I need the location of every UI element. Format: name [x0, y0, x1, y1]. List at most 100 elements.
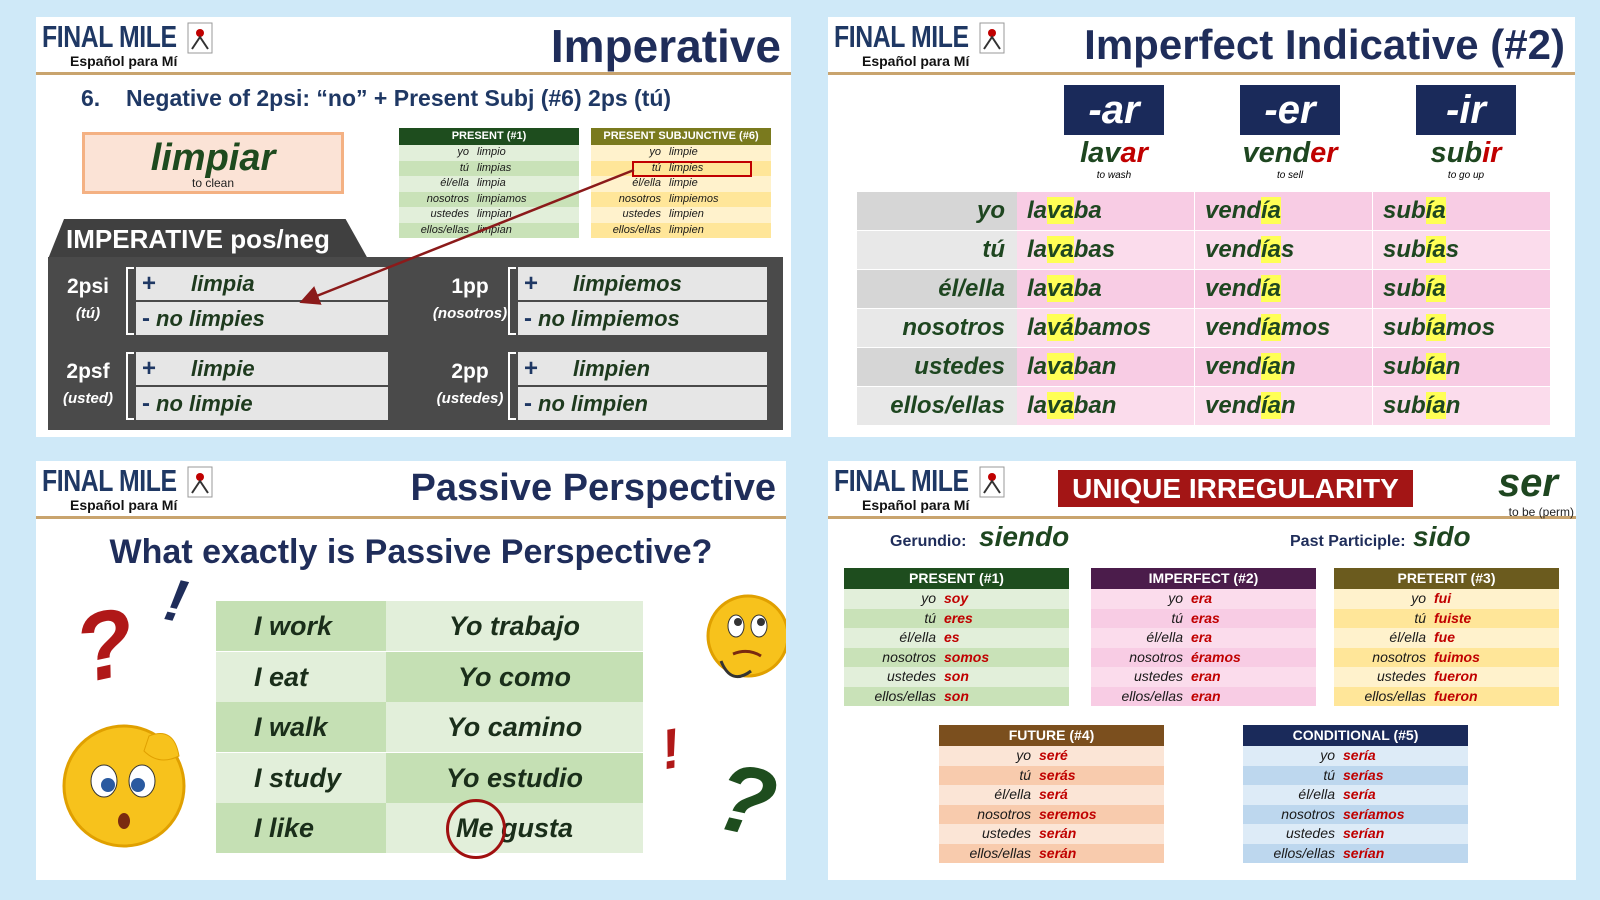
verb-form: será	[1039, 786, 1068, 802]
table-row: él/ella será	[939, 785, 1164, 805]
verb-form: soy	[944, 590, 969, 606]
form-part: sub	[1383, 275, 1426, 302]
logo-brand: FINAL MILE	[834, 463, 969, 498]
pronoun: ustedes	[1133, 668, 1183, 684]
box-title: IMPERATIVE pos/neg	[66, 224, 330, 254]
verb-form: eres	[944, 609, 973, 626]
form-cell: lavábamos	[1017, 309, 1194, 347]
pronoun-cell: él/ella	[857, 270, 1017, 308]
table-row: yo fui	[1334, 589, 1559, 609]
verb-form: eras	[1191, 609, 1220, 626]
logo-tagline: Español para Mí	[70, 497, 178, 513]
verb-form: era	[1191, 590, 1213, 606]
pronoun-cell: yo	[857, 192, 1017, 230]
form-row: - no limpies	[136, 302, 388, 335]
pronoun-cell: ustedes	[857, 348, 1017, 386]
table-row: yo sería	[1243, 746, 1468, 766]
table-row: nosotros somos	[844, 647, 1069, 667]
ending-highlight: ía	[1425, 353, 1446, 380]
english-cell: I work	[216, 601, 386, 651]
pronoun: tú	[1323, 766, 1335, 783]
pronoun: yo	[1016, 747, 1031, 763]
verb-form: fueron	[1434, 687, 1478, 704]
header-rule	[36, 72, 791, 75]
table-row: nosotros seremos	[939, 804, 1164, 824]
form-cell: lavaba	[1017, 270, 1194, 308]
verb-form: fuimos	[1434, 648, 1480, 665]
verb-form: son	[944, 668, 969, 684]
table-row: tú eras	[1091, 608, 1316, 628]
decoration	[979, 466, 1005, 498]
verb-form: seré	[1039, 747, 1068, 763]
sign: +	[142, 270, 157, 297]
bracket	[508, 267, 516, 335]
form-row: + limpiemos	[518, 267, 767, 300]
pronoun: tú	[1171, 609, 1183, 626]
header-rule	[828, 72, 1575, 75]
ending-highlight: va	[1047, 392, 1074, 419]
verb-form: limpien	[669, 223, 704, 236]
form-cell: lavaba	[1017, 192, 1194, 230]
punctuation-mark: !	[655, 715, 685, 782]
pronoun: él/ella	[1298, 786, 1335, 802]
pronoun: nosotros	[1281, 805, 1335, 822]
table-row: él/ella limpie	[591, 176, 771, 192]
table-row: él/ella es	[844, 628, 1069, 648]
pronoun: ellos/ellas	[612, 223, 661, 236]
table-row: tú fuiste	[1334, 608, 1559, 628]
imperative-form: limpia	[191, 271, 255, 296]
person-label: 1pp	[451, 275, 489, 298]
sign: -	[524, 390, 532, 417]
imperative-panel: 2psi (tú) + limpia - no limpies 1pp (nosotros) +…	[48, 257, 783, 430]
header-rule	[828, 516, 1576, 519]
verb-form: limpien	[669, 208, 704, 220]
pronoun: nosotros	[1129, 648, 1183, 665]
ending-highlight: va	[1047, 353, 1074, 380]
banner: UNIQUE IRREGULARITY	[1058, 470, 1413, 507]
person-sub: (nosotros)	[432, 305, 508, 322]
slide-title: Imperfect Indicative (#2)	[1084, 21, 1565, 68]
imperative-form: no limpies	[156, 306, 265, 331]
spanish-cell: Yo como	[386, 651, 643, 702]
decoration	[62, 724, 186, 848]
pronoun: él/ella	[1389, 629, 1426, 645]
form-part: sub	[1383, 392, 1426, 419]
english-cell: I study	[216, 752, 386, 803]
table-row: nosotros limpiemos	[591, 191, 771, 207]
verb-form: limpie	[669, 177, 698, 189]
form-cell: vendíamos	[1195, 309, 1372, 347]
table-header: PRESENT (#1)	[399, 128, 579, 145]
pronoun: nosotros	[1372, 648, 1426, 665]
person-sub: (usted)	[63, 390, 113, 407]
pronoun: ustedes	[1285, 825, 1335, 841]
form-part: sub	[1383, 236, 1426, 263]
bracket	[126, 352, 134, 420]
form-cell: vendían	[1195, 348, 1372, 386]
table-row: yo seré	[939, 746, 1164, 766]
table-row: ustedes serían	[1243, 824, 1468, 844]
stem: lav	[1080, 137, 1121, 169]
table-row: ellos/ellas limpian	[399, 222, 579, 238]
logo-brand: FINAL MILE	[42, 19, 177, 54]
infinitive: lavar	[1034, 137, 1194, 170]
bracket	[508, 352, 516, 420]
form-part: bamos	[1073, 314, 1152, 341]
ending-highlight: ía	[1261, 392, 1282, 419]
sign: -	[524, 305, 532, 332]
person-label: 2pp	[451, 360, 489, 383]
verb-form: limpian	[477, 223, 512, 236]
form-part: mos	[1445, 314, 1496, 341]
gloss: to wash	[1096, 170, 1132, 181]
table-row: tú limpies	[591, 160, 771, 176]
form-cell: vendías	[1195, 231, 1372, 269]
form-cell: lavabas	[1017, 231, 1194, 269]
form-cell: subían	[1373, 387, 1550, 425]
verb-form: serían	[1343, 844, 1385, 861]
form-cell: lavaban	[1017, 387, 1194, 425]
logo-tagline: Español para Mí	[862, 53, 970, 69]
verb-form: limpies	[669, 161, 704, 174]
ending-highlight: ía	[1425, 392, 1446, 419]
bracket	[126, 267, 134, 335]
pronoun: yo	[1411, 590, 1426, 606]
form-cell: lavaban	[1017, 348, 1194, 386]
